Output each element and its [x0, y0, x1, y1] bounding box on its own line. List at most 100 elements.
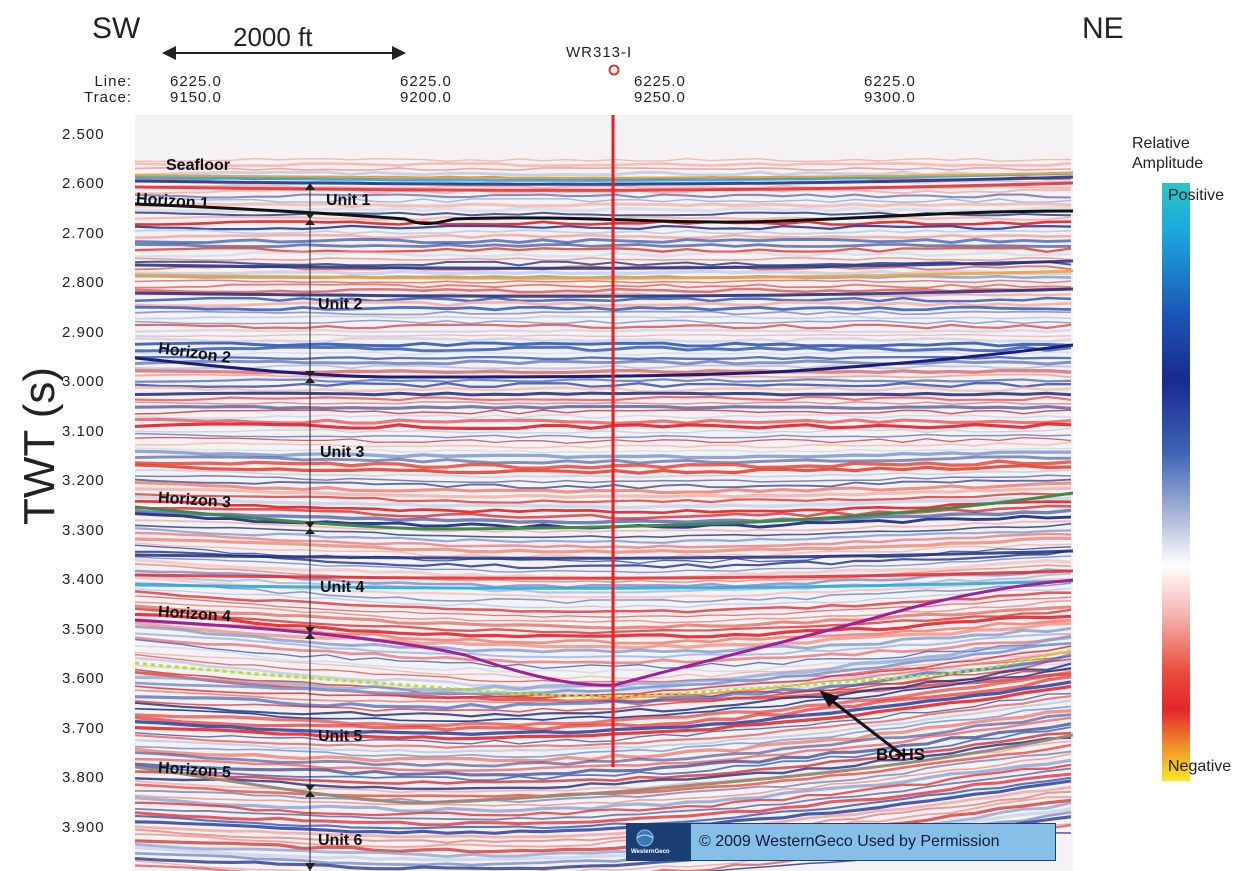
amplitude-colorbar [1162, 183, 1190, 781]
seismic-reflector [135, 531, 1072, 549]
y-tick: 3.400 [62, 571, 105, 588]
seismic-reflector [135, 772, 1072, 827]
trace-value: 9150.0 [170, 89, 222, 106]
seismic-reflector [135, 753, 1072, 807]
seismic-reflector [135, 260, 1072, 267]
y-tick: 3.900 [62, 819, 105, 836]
seismic-reflector [135, 527, 1072, 545]
seismic-reflector [135, 193, 1072, 199]
seismic-reflector [135, 572, 1072, 594]
seismic-reflector [135, 587, 1072, 609]
strong-reflector [135, 175, 1073, 186]
scale-bar-arrow [162, 46, 406, 60]
header-labels: Line: Trace: [80, 74, 132, 106]
seismic-reflector [135, 795, 1072, 848]
seismic-reflector [135, 459, 1072, 470]
seismic-reflector [135, 731, 1072, 785]
seismic-reflector [135, 345, 1072, 353]
y-tick: 2.900 [62, 324, 105, 341]
seismic-reflector [135, 519, 1072, 534]
y-tick: 2.700 [62, 225, 105, 242]
strong-reflector [135, 569, 1073, 580]
seismic-reflector [135, 670, 1072, 728]
seismic-reflector [135, 237, 1072, 245]
seismic-reflector [135, 202, 1072, 208]
seismic-reflector [135, 427, 1072, 434]
seismic-reflector [135, 436, 1072, 444]
seismic-reflector [135, 251, 1072, 258]
seismic-reflector [135, 319, 1072, 325]
line-value: 6225.0 [864, 73, 916, 90]
seismic-reflector [135, 722, 1072, 777]
seismic-reflector [135, 157, 1071, 163]
copyright-banner: WesternGeco © 2009 WesternGeco Used by P… [626, 823, 1056, 861]
seismic-reflector [135, 736, 1072, 790]
westerngeco-logo: WesternGeco [627, 824, 691, 860]
seismic-reflector [135, 621, 1072, 650]
seismic-reflector [135, 359, 1072, 366]
seismic-reflector [135, 233, 1072, 240]
seismic-reflector [135, 409, 1072, 415]
seismic-reflector [135, 638, 1072, 670]
seismic-reflector [135, 310, 1072, 316]
horizon-1-line [135, 202, 1073, 226]
seismic-reflector [135, 364, 1072, 370]
seismic-reflector [135, 607, 1072, 635]
seismic-reflector [135, 463, 1072, 475]
seismic-reflector [135, 220, 1072, 226]
seismic-reflector [135, 779, 1072, 835]
horizon-4-line [135, 578, 1073, 687]
trace-value: 9300.0 [864, 89, 916, 106]
direction-ne-label: NE [1082, 12, 1124, 45]
seismic-reflector [135, 590, 1072, 614]
legend-title-line-2: Amplitude [1132, 155, 1204, 172]
y-tick: 2.600 [62, 175, 105, 192]
legend-title-line-1: Relative [1132, 135, 1190, 152]
line-value: 6225.0 [400, 73, 452, 90]
seismic-section [135, 115, 1073, 871]
seismic-reflector [135, 662, 1072, 718]
seismic-reflector [135, 315, 1072, 320]
horizon-2-line [135, 343, 1073, 379]
seismic-reflector [135, 334, 1072, 337]
seismic-reflector [135, 386, 1072, 393]
seismic-reflector [135, 287, 1072, 294]
seismic-reflector [135, 632, 1072, 659]
seismic-reflector [135, 447, 1072, 454]
seismic-reflector [135, 469, 1072, 479]
seismic-reflector [135, 495, 1072, 510]
seismic-reflector [135, 612, 1072, 639]
seismic-reflector [135, 651, 1072, 704]
trace-header-2: 6225.0 9200.0 [400, 74, 452, 106]
seismic-reflector [135, 667, 1072, 723]
seismic-reflector [135, 455, 1072, 465]
y-tick: 3.300 [62, 522, 105, 539]
seismic-reflector [135, 767, 1072, 821]
seismic-reflector [135, 486, 1072, 499]
bghs-arrow-head [819, 690, 839, 707]
strong-reflector [135, 287, 1073, 298]
y-tick: 3.500 [62, 621, 105, 638]
seismic-reflector [135, 790, 1072, 844]
seismic-reflector [135, 785, 1072, 839]
strong-reflector [135, 259, 1073, 270]
unit-bracket-arrows [305, 183, 315, 871]
seismic-reflector [135, 776, 1072, 830]
horizon-5-line [135, 733, 1073, 805]
y-tick: 3.000 [62, 373, 105, 390]
seismic-reflector [135, 582, 1072, 605]
seismic-reflector [135, 414, 1072, 420]
seismic-reflector [135, 378, 1072, 383]
seismic-reflector [135, 296, 1072, 303]
strong-reflector [135, 181, 1073, 192]
seismic-reflector [135, 170, 1072, 177]
y-tick: 3.800 [62, 769, 105, 786]
seismic-reflector [135, 382, 1072, 388]
seismic-reflector [135, 441, 1072, 449]
seismic-reflector [135, 684, 1072, 741]
seismic-reflector [135, 474, 1072, 484]
seismic-reflector [135, 680, 1072, 736]
seismic-reflector [135, 257, 1072, 261]
unit-3-label: Unit 3 [320, 444, 365, 461]
seismic-reflector [135, 229, 1072, 235]
